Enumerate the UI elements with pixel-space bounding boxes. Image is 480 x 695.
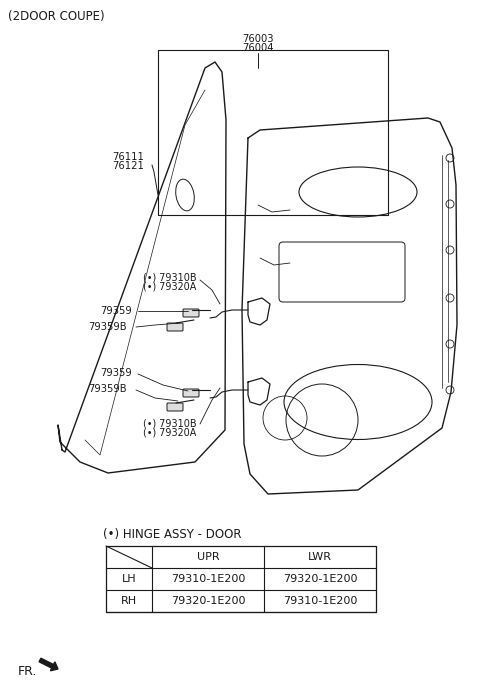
- Text: (•) HINGE ASSY - DOOR: (•) HINGE ASSY - DOOR: [103, 528, 241, 541]
- Text: 76003: 76003: [242, 34, 274, 44]
- Text: UPR: UPR: [197, 552, 219, 562]
- Text: FR.: FR.: [18, 665, 37, 678]
- Text: 79359: 79359: [100, 306, 132, 316]
- Text: 79359B: 79359B: [88, 322, 127, 332]
- FancyBboxPatch shape: [183, 309, 199, 317]
- Text: (•) 79320A: (•) 79320A: [143, 281, 196, 291]
- FancyBboxPatch shape: [167, 323, 183, 331]
- Text: (•) 79320A: (•) 79320A: [143, 427, 196, 437]
- Text: 79359B: 79359B: [88, 384, 127, 394]
- Text: (•) 79310B: (•) 79310B: [143, 272, 196, 282]
- Text: 79310-1E200: 79310-1E200: [283, 596, 357, 606]
- Text: 79320-1E200: 79320-1E200: [283, 574, 357, 584]
- Text: (2DOOR COUPE): (2DOOR COUPE): [8, 10, 105, 23]
- Text: LH: LH: [122, 574, 136, 584]
- FancyBboxPatch shape: [183, 389, 199, 397]
- Text: RH: RH: [121, 596, 137, 606]
- FancyBboxPatch shape: [167, 403, 183, 411]
- Text: (•) 79310B: (•) 79310B: [143, 418, 196, 428]
- Text: 79320-1E200: 79320-1E200: [171, 596, 245, 606]
- Text: 76121: 76121: [112, 161, 144, 171]
- Text: 79310-1E200: 79310-1E200: [171, 574, 245, 584]
- Text: LWR: LWR: [308, 552, 332, 562]
- FancyArrow shape: [39, 658, 58, 671]
- Text: 79359: 79359: [100, 368, 132, 378]
- Text: 76004: 76004: [242, 43, 274, 53]
- Text: 76111: 76111: [112, 152, 144, 162]
